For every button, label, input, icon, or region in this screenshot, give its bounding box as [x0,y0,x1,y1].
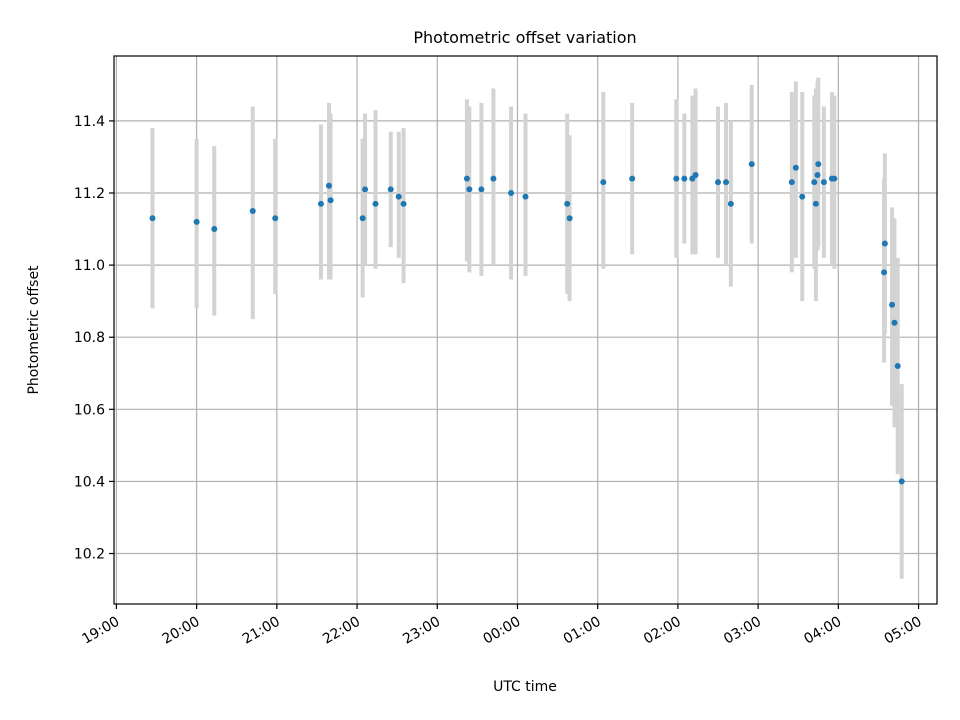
data-point [820,179,827,186]
x-tick-label: 00:00 [481,614,524,648]
x-tick-label: 04:00 [801,614,844,648]
x-tick-label: 22:00 [320,614,363,648]
data-point [317,200,324,207]
data-point [272,215,279,222]
data-point [327,197,334,204]
data-point [792,164,799,171]
data-point [681,175,688,182]
data-point [564,200,571,207]
data-point [815,161,822,168]
y-tick-label: 10.2 [74,547,105,563]
y-axis-label: Photometric offset [26,265,42,395]
data-point [359,215,366,222]
x-tick-label: 03:00 [721,614,764,648]
data-point [748,161,755,168]
data-point [566,215,573,222]
x-tick-label: 05:00 [882,614,925,648]
data-point [881,240,888,247]
data-point [692,171,699,178]
data-point [466,186,473,193]
data-point [600,179,607,186]
data-point [211,226,218,233]
data-point [891,319,898,326]
y-tick-label: 10.8 [74,330,105,346]
y-tick-label: 10.6 [74,402,105,418]
x-tick-label: 21:00 [240,614,283,648]
y-tick-label: 11.0 [74,258,105,274]
y-tick-label: 10.4 [74,474,105,490]
data-point [727,200,734,207]
x-tick-label: 19:00 [79,614,122,648]
data-point [372,200,379,207]
data-point [149,215,156,222]
data-point [325,182,332,189]
data-point [799,193,806,200]
data-point [478,186,485,193]
y-tick-label: 11.4 [74,114,105,130]
x-tick-label: 20:00 [160,614,203,648]
data-point [881,269,888,276]
data-point [193,218,200,225]
data-point [395,193,402,200]
x-axis-label: UTC time [493,679,557,695]
data-point [362,186,369,193]
x-tick-label: 02:00 [641,614,684,648]
plot-frame [113,55,938,605]
data-points [149,161,905,485]
data-point [889,301,896,308]
x-tick-label: 01:00 [561,614,604,648]
error-bars [150,77,904,579]
data-point [629,175,636,182]
data-point [490,175,497,182]
data-point [673,175,680,182]
x-axis-ticks: 19:00 20:00 21:00 22:00 23:00 00:00 01:00 02:00… [79,604,925,648]
y-tick-label: 11.2 [74,186,105,202]
data-point [831,175,838,182]
data-point [508,190,515,196]
data-point [400,200,407,207]
chart-title: Photometric offset variation [413,28,636,47]
data-point [387,186,394,193]
data-point [814,171,821,178]
y-axis-ticks: 10.2 10.4 10.6 10.8 11.0 11.2 11.4 [74,114,114,563]
data-point [723,179,730,186]
data-point [522,193,529,200]
data-point [898,478,905,485]
x-tick-label: 23:00 [400,614,443,648]
data-point [812,200,819,207]
data-point [463,175,470,182]
data-point [811,179,818,186]
data-point [788,179,795,186]
data-point [249,208,256,215]
data-point [715,179,722,186]
data-point [894,363,901,370]
